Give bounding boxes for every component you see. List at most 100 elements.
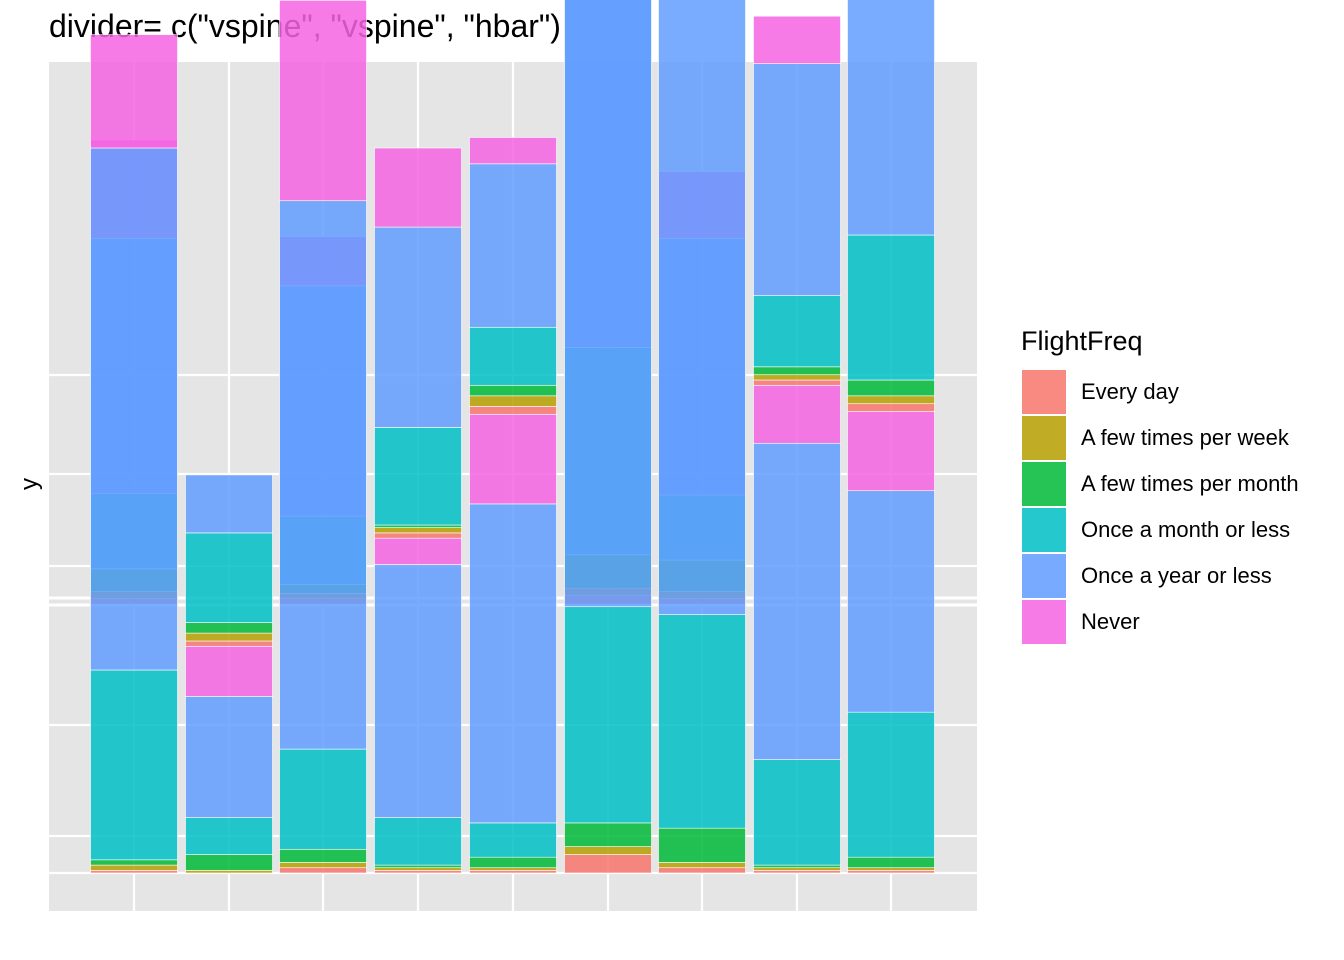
bar-bottom-col8-a-few-times-per-month-3 <box>753 864 841 869</box>
bar-bottom-col8-every-day-7 <box>753 379 841 386</box>
bar-bottom-col4-every-day-7 <box>374 532 462 539</box>
legend-item-never: Never <box>1021 599 1299 645</box>
legend-label: Once a month or less <box>1081 517 1291 542</box>
bar-bottom-col8-once-a-year-or-less-11 <box>753 63 841 296</box>
bar-bottom-col2-a-few-times-per-month-9 <box>185 622 273 634</box>
bar-bottom-col8-once-a-month-or-less-4 <box>753 759 841 866</box>
legend-key-swatch <box>1021 553 1067 599</box>
bar-bottom-col8-once-a-year-or-less-5 <box>753 442 841 760</box>
bar-bottom-col2-a-few-times-per-week-8 <box>185 632 273 642</box>
bar-bottom-col9-every-day-7 <box>847 403 935 412</box>
legend-key-swatch <box>1021 599 1067 645</box>
bar-bottom-col2-a-few-times-per-month-3 <box>185 854 273 871</box>
bar-bottom-col5-never-12 <box>469 137 557 165</box>
bar-bottom-col9-once-a-year-or-less-5 <box>847 490 935 713</box>
bar-bottom-col5-a-few-times-per-week-8 <box>469 395 557 407</box>
bar-bottom-col9-once-a-month-or-less-10 <box>847 234 935 381</box>
bar-bottom-col2-every-day-7 <box>185 640 273 647</box>
bar-bottom-col3-once-a-month-or-less-4 <box>279 748 367 850</box>
bar-bottom-col6-every-day-1 <box>564 854 652 874</box>
bar-bottom-col8-a-few-times-per-month-9 <box>753 366 841 376</box>
y-axis-label: y <box>16 478 43 490</box>
legend-key-swatch <box>1021 415 1067 461</box>
y-axis-label-wrap: y <box>16 470 43 500</box>
bar-bottom-col2-once-a-year-or-less-5 <box>185 696 273 818</box>
bar-bottom-col6-once-a-year-or-less-5 <box>564 0 652 608</box>
bar-bottom-col4-once-a-month-or-less-4 <box>374 817 462 866</box>
bar-bottom-col4-a-few-times-per-week-2 <box>374 867 462 871</box>
bar-bottom-col7-a-few-times-per-week-2 <box>658 862 746 869</box>
bar-bottom-col7-every-day-1 <box>658 867 746 874</box>
bar-bottom-col4-never-12 <box>374 147 462 228</box>
legend-items: Every day A few times per week A few times… <box>1021 369 1299 645</box>
legend-item-once-a-year-or-less: Once a year or less <box>1021 553 1299 599</box>
bar-bottom-col9-a-few-times-per-week-2 <box>847 867 935 871</box>
bar-bottom-col5-a-few-times-per-month-3 <box>469 856 557 869</box>
legend-item-a-few-times-per-month: A few times per month <box>1021 461 1299 507</box>
bar-bottom-col5-a-few-times-per-week-2 <box>469 867 557 871</box>
bar-bottom-col1-a-few-times-per-month-3 <box>90 859 178 866</box>
bar-bottom-col8-once-a-month-or-less-10 <box>753 295 841 368</box>
legend-item-every-day: Every day <box>1021 369 1299 415</box>
bar-bottom-col8-never-12 <box>753 15 841 64</box>
legend-key-swatch <box>1021 369 1067 415</box>
bar-bottom-col2-never-6 <box>185 645 273 697</box>
bar-bottom-col8-every-day-1 <box>753 870 841 874</box>
bar-bottom-col8-never-6 <box>753 384 841 444</box>
legend-label: A few times per week <box>1081 425 1289 450</box>
legend-key-swatch <box>1021 461 1067 507</box>
bar-bottom-col5-every-day-1 <box>469 870 557 874</box>
bar-bottom-col4-once-a-year-or-less-5 <box>374 564 462 818</box>
legend-label: Once a year or less <box>1081 563 1272 588</box>
bar-bottom-col2-once-a-year-or-less-11 <box>185 474 273 534</box>
legend-key-swatch <box>1021 507 1067 553</box>
legend-item-once-a-month-or-less: Once a month or less <box>1021 507 1299 553</box>
legend-label: Never <box>1081 609 1140 634</box>
legend-label: A few times per month <box>1081 471 1299 496</box>
bar-bottom-col8-a-few-times-per-week-2 <box>753 867 841 871</box>
legend-item-a-few-times-per-week: A few times per week <box>1021 415 1299 461</box>
legend-label: Every day <box>1081 379 1179 404</box>
bar-bottom-col4-a-few-times-per-week-8 <box>374 527 462 534</box>
bar-bottom-col3-once-a-year-or-less-5 <box>279 200 367 750</box>
bar-bottom-col6-once-a-month-or-less-4 <box>564 606 652 824</box>
bar-bottom-col1-once-a-month-or-less-4 <box>90 669 178 861</box>
bar-bottom-col9-a-few-times-per-month-3 <box>847 856 935 869</box>
bar-bottom-col5-once-a-year-or-less-5 <box>469 503 557 824</box>
bar-bottom-col5-once-a-month-or-less-10 <box>469 326 557 386</box>
bar-bottom-col5-once-a-month-or-less-4 <box>469 822 557 858</box>
bar-bottom-col7-once-a-month-or-less-4 <box>658 614 746 829</box>
bar-bottom-col9-a-few-times-per-week-8 <box>847 395 935 405</box>
bar-bottom-col4-once-a-year-or-less-11 <box>374 226 462 428</box>
bar-bottom-col9-never-6 <box>847 411 935 492</box>
legend-title: FlightFreq <box>1021 326 1143 356</box>
bar-bottom-col4-once-a-month-or-less-10 <box>374 427 462 526</box>
bar-bottom-col1-a-few-times-per-week-2 <box>90 864 178 871</box>
bar-bottom-col4-every-day-1 <box>374 870 462 874</box>
bar-bottom-col2-once-a-month-or-less-10 <box>185 532 273 623</box>
bar-bottom-col8-a-few-times-per-week-8 <box>753 374 841 381</box>
bar-bottom-col1-never-6 <box>90 34 178 149</box>
bar-bottom-col7-a-few-times-per-month-3 <box>658 827 746 863</box>
bar-bottom-col3-never-6 <box>279 0 367 202</box>
legend: FlightFreq Every day A few times per week… <box>1021 326 1299 645</box>
bar-bottom-col4-a-few-times-per-month-9 <box>374 524 462 528</box>
bar-bottom-col5-never-6 <box>469 413 557 505</box>
bar-bottom-col9-once-a-year-or-less-11 <box>847 0 935 236</box>
bar-bottom-col5-a-few-times-per-month-9 <box>469 384 557 397</box>
bar-bottom-col1-once-a-year-or-less-5 <box>90 147 178 671</box>
bar-bottom-col1-every-day-1 <box>90 870 178 874</box>
bar-bottom-col2-a-few-times-per-week-2 <box>185 870 273 874</box>
bar-bottom-col7-once-a-year-or-less-5 <box>658 0 746 615</box>
bar-bottom-col4-never-6 <box>374 537 462 565</box>
bar-bottom-col2-once-a-month-or-less-4 <box>185 817 273 855</box>
bar-bottom-col6-a-few-times-per-month-3 <box>564 822 652 847</box>
bar-bottom-col5-every-day-7 <box>469 406 557 415</box>
bar-bottom-col9-once-a-month-or-less-4 <box>847 711 935 858</box>
bar-bottom-col3-every-day-1 <box>279 867 367 874</box>
bar-bottom-col3-a-few-times-per-week-2 <box>279 862 367 869</box>
bar-bottom-col6-a-few-times-per-week-2 <box>564 846 652 855</box>
bar-bottom-col3-a-few-times-per-month-3 <box>279 848 367 863</box>
bar-bottom-col5-once-a-year-or-less-11 <box>469 163 557 328</box>
